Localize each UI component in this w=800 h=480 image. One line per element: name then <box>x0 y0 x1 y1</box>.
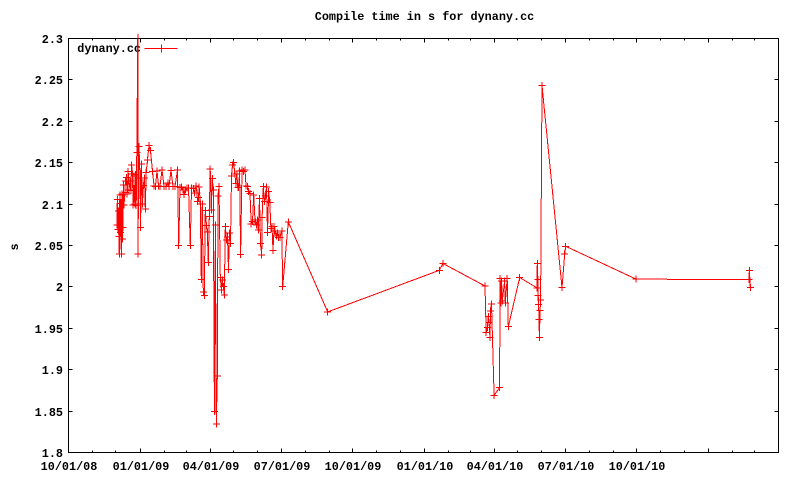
svg-text:Compile time in s for dynany.c: Compile time in s for dynany.cc <box>315 10 534 24</box>
svg-text:01/01/09: 01/01/09 <box>113 460 170 474</box>
svg-text:2: 2 <box>56 281 63 295</box>
svg-text:01/01/10: 01/01/10 <box>397 460 454 474</box>
svg-text:1.9: 1.9 <box>42 364 63 378</box>
svg-text:2.15: 2.15 <box>35 157 63 171</box>
svg-text:2.25: 2.25 <box>35 74 63 88</box>
svg-text:1.85: 1.85 <box>35 406 63 420</box>
svg-text:2.05: 2.05 <box>35 240 63 254</box>
svg-text:07/01/09: 07/01/09 <box>254 460 311 474</box>
svg-text:s: s <box>8 243 22 250</box>
svg-text:04/01/09: 04/01/09 <box>183 460 240 474</box>
svg-text:dynany.cc: dynany.cc <box>77 42 141 56</box>
svg-text:2.1: 2.1 <box>42 199 63 213</box>
svg-text:10/01/09: 10/01/09 <box>325 460 382 474</box>
svg-text:1.95: 1.95 <box>35 323 63 337</box>
svg-text:10/01/08: 10/01/08 <box>41 460 98 474</box>
svg-text:2.2: 2.2 <box>42 116 63 130</box>
svg-text:1.8: 1.8 <box>42 447 63 461</box>
svg-text:07/01/10: 07/01/10 <box>538 460 595 474</box>
svg-text:04/01/10: 04/01/10 <box>467 460 524 474</box>
svg-text:2.3: 2.3 <box>42 33 63 47</box>
svg-text:10/01/10: 10/01/10 <box>609 460 666 474</box>
